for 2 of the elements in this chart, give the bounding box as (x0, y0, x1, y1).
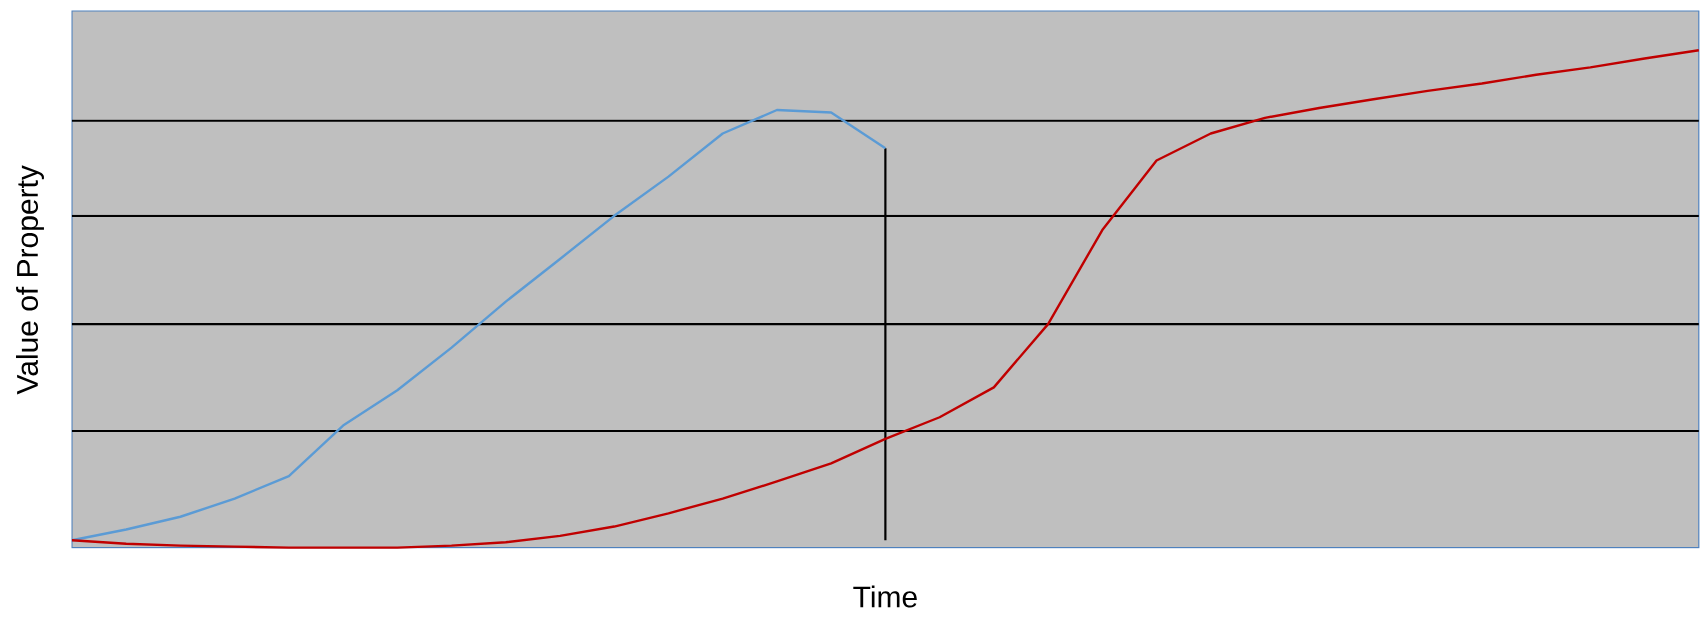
x-axis-title: Time (853, 585, 917, 608)
y-axis-title: Value of Property (16, 165, 44, 395)
